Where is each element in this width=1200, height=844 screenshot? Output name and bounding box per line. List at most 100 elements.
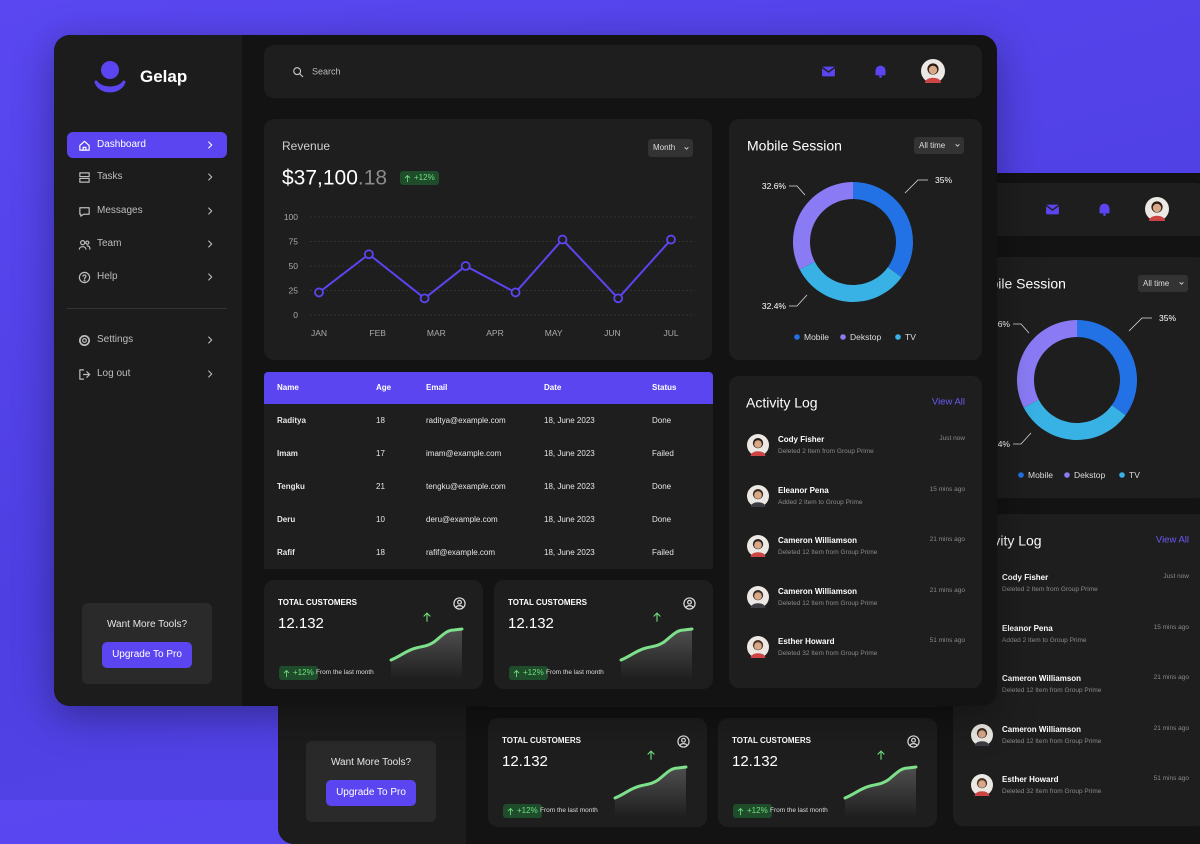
tasks-icon (78, 171, 90, 183)
upgrade-button[interactable]: Upgrade To Pro (326, 780, 416, 806)
line-point (613, 293, 624, 304)
change-badge: +12% (509, 666, 548, 680)
avatar-face (754, 642, 762, 650)
line-point (557, 234, 568, 245)
table-cell: 21 (376, 482, 385, 492)
bell-shape (1099, 203, 1109, 213)
nav-label: Log out (97, 368, 131, 379)
sparkline-line (389, 627, 464, 662)
line-point (666, 234, 676, 245)
leader-line (789, 185, 806, 196)
chevron-shape (208, 240, 213, 248)
table-cell: Failed (652, 548, 674, 558)
nav-item[interactable]: Log out (67, 361, 227, 387)
avatar-face (978, 780, 986, 788)
leader-line (1128, 317, 1152, 332)
user-icon (676, 734, 690, 748)
dashboard: Gelap Dashboard Tasks Messages Team Help Setti… (54, 35, 997, 706)
data-label: 32.4% (762, 301, 787, 311)
nav-item[interactable]: Messages (67, 198, 227, 224)
nav-item[interactable]: Settings (67, 327, 227, 353)
nav-label: Settings (97, 334, 134, 345)
legend-label: TV (905, 332, 916, 342)
period-select[interactable]: All time (914, 137, 964, 154)
team-icon (78, 239, 90, 250)
chevron-icon (208, 240, 213, 248)
card-title: Revenue (282, 138, 331, 153)
stat-card: TOTAL CUSTOMERS 12.132 +12% From the last m… (718, 718, 937, 827)
activity-description: Added 2 Item to Group Prime (1002, 636, 1087, 644)
activity-name: Cameron Williamson (1002, 724, 1082, 734)
bell-shape (1102, 212, 1106, 216)
user-icon (682, 596, 696, 610)
nav-item[interactable]: Help (67, 264, 227, 290)
arrow-icon (647, 750, 655, 760)
nav-label: Team (97, 238, 122, 249)
sparkline-line (843, 765, 918, 800)
donut-slice (793, 182, 853, 270)
table-cell: 18, June 2023 (544, 482, 595, 492)
stat-title: TOTAL CUSTOMERS (278, 598, 357, 608)
chevron-shape (208, 370, 213, 378)
card-title: Mobile Session (747, 137, 842, 154)
down-icon (1178, 282, 1184, 285)
view-all-link[interactable]: View All (1155, 534, 1189, 546)
user-shape (906, 734, 920, 748)
avatar (921, 59, 945, 83)
stat-value: 12.132 (732, 753, 778, 770)
down-shape (954, 144, 960, 147)
data-label: 32.6% (986, 319, 1011, 329)
activity-description: Deleted 12 Item from Group Prime (1002, 687, 1102, 695)
arrow-shape (404, 174, 410, 178)
stat-title: TOTAL CUSTOMERS (508, 598, 587, 608)
activity-description: Deleted 12 Item from Group Prime (1002, 737, 1102, 745)
legend-dot (1018, 472, 1024, 478)
logo-head (101, 61, 119, 79)
nav-item[interactable]: Dashboard (67, 132, 227, 158)
avatar (747, 636, 769, 658)
view-all-link[interactable]: View All (931, 396, 965, 408)
period-select[interactable]: All time (1138, 275, 1188, 292)
nav-item[interactable]: Tasks (67, 164, 227, 190)
leader-line (1013, 432, 1032, 445)
avatar-body (925, 77, 941, 83)
chevron-icon (208, 336, 213, 344)
search-shape (299, 73, 304, 78)
table-cell: 18, June 2023 (544, 515, 595, 525)
leader-line (904, 179, 928, 194)
activity-description: Added 2 Item to Group Prime (778, 498, 863, 506)
y-tick-label: 0 (293, 310, 298, 320)
nav-label: Tasks (97, 171, 123, 182)
nav-item[interactable]: Team (67, 231, 227, 257)
avatar-face (754, 591, 762, 600)
table-cell: Rafif (277, 548, 295, 558)
table-cell: Done (652, 515, 672, 525)
activity-time: 51 mins ago (1153, 775, 1189, 783)
bell-icon (1099, 203, 1109, 216)
upgrade-button[interactable]: Upgrade To Pro (102, 642, 192, 668)
legend-label: Mobile (1028, 470, 1053, 480)
down-shape (1178, 282, 1184, 285)
avatar-face (928, 65, 938, 75)
avatar (1145, 197, 1169, 221)
arrow-icon (404, 174, 410, 182)
line-point (510, 287, 521, 298)
user-shape (686, 599, 692, 605)
mail-icon (821, 66, 835, 76)
chevron-shape (208, 336, 213, 344)
promo-box: Want More Tools? Upgrade To Pro (306, 741, 436, 822)
activity-time: 21 mins ago (929, 586, 965, 594)
column-header: Date (544, 383, 562, 393)
table-cell: Done (652, 416, 672, 426)
table-body (264, 404, 713, 569)
column-header: Age (376, 383, 392, 393)
legend-dot (895, 334, 901, 340)
bell-shape (875, 65, 885, 75)
period-select[interactable]: Month (648, 139, 693, 157)
donut-slice (799, 261, 902, 302)
user-icon (452, 596, 466, 610)
activity-name: Eleanor Pena (1002, 623, 1053, 633)
table-cell: Failed (652, 449, 674, 459)
promo-title: Want More Tools? (106, 619, 188, 630)
